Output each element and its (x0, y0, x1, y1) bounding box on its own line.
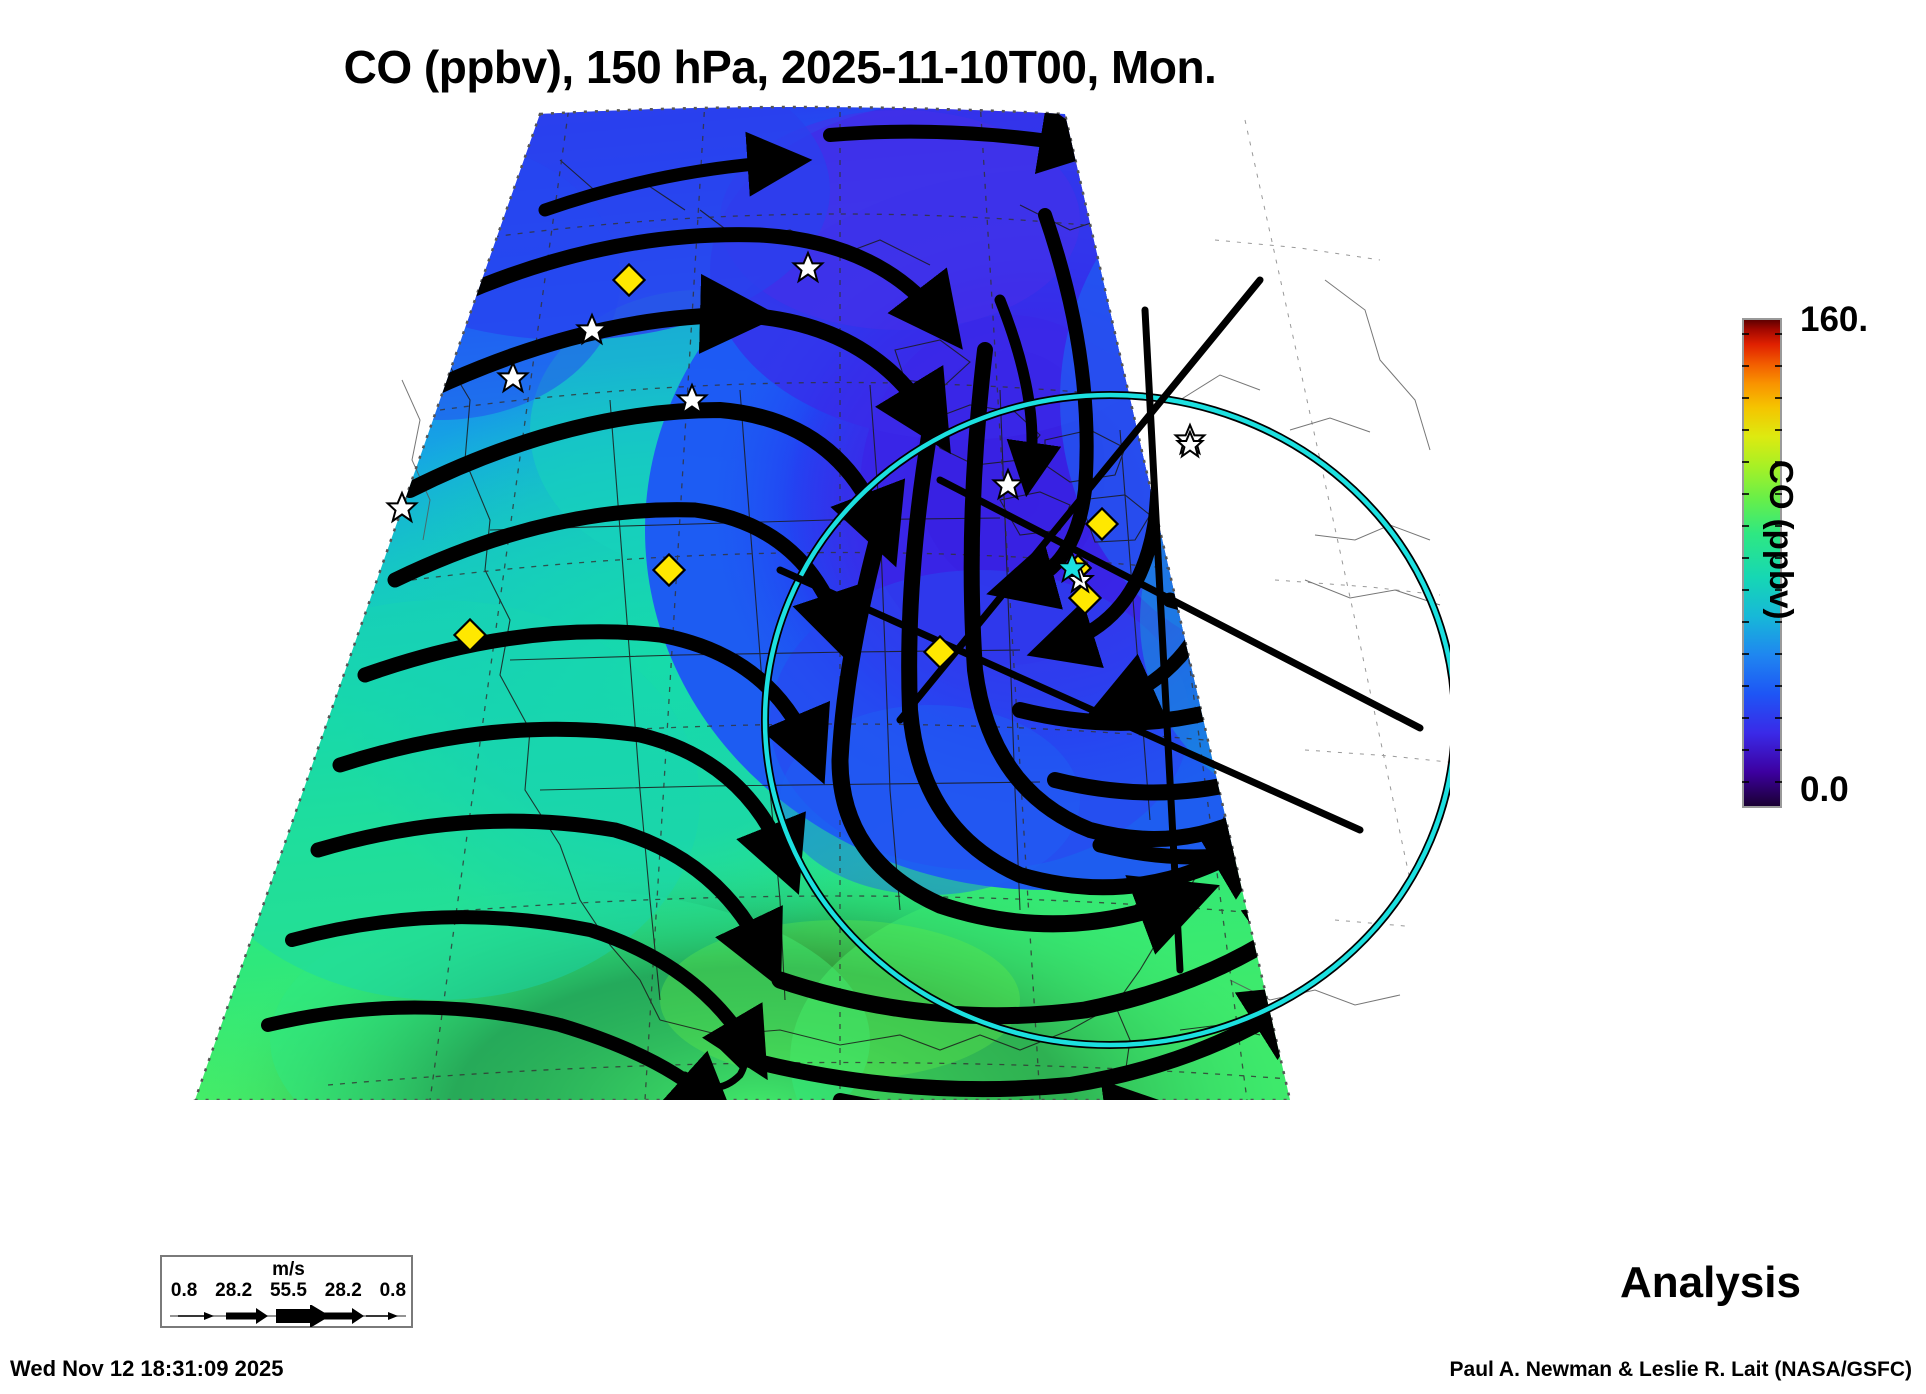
outer-coastlines (401, 279, 1441, 1006)
colorbar-axis-label: CO (ppbv) (1763, 460, 1800, 620)
star-marker[interactable] (1175, 429, 1205, 459)
author-credit: Paul A. Newman & Leslie R. Lait (NASA/GS… (1449, 1358, 1912, 1381)
generation-timestamp: Wed Nov 12 18:31:09 2025 (10, 1356, 284, 1381)
diamond-marker[interactable] (611, 262, 647, 298)
star-marker[interactable] (496, 360, 530, 394)
cyan-star-marker[interactable] (1055, 550, 1089, 584)
map-figure[interactable] (140, 100, 1450, 1100)
colorbar-min-label: 0.0 (1800, 770, 1849, 809)
wind-value: 0.8 (379, 1280, 407, 1301)
star-marker[interactable] (675, 382, 709, 416)
diamond-marker[interactable] (651, 552, 687, 588)
star-marker[interactable] (991, 467, 1025, 501)
outer-graticule (1214, 119, 1449, 927)
colorbar-gradient (1742, 318, 1782, 808)
station-markers[interactable] (385, 250, 1207, 670)
map-panel[interactable] (140, 100, 1450, 1100)
star-marker[interactable] (385, 490, 419, 524)
page-title: CO (ppbv), 150 hPa, 2025-11-10T00, Mon. (343, 41, 1217, 93)
colorbar[interactable] (1742, 318, 1782, 808)
star-marker-group (385, 250, 1207, 594)
wind-value: 28.2 (215, 1280, 253, 1301)
star-marker[interactable] (791, 250, 825, 284)
wind-value: 28.2 (324, 1280, 362, 1301)
diamond-marker[interactable] (1084, 506, 1120, 542)
wind-speed-legend: m/s 0.8 28.2 55.5 28.2 0.8 (160, 1255, 413, 1328)
diamond-marker[interactable] (922, 634, 958, 670)
diamond-marker-group (452, 262, 1120, 670)
colorbar-ticks (1742, 333, 1782, 783)
diamond-marker[interactable] (452, 617, 488, 653)
colorbar-max-label: 160. (1800, 300, 1869, 339)
wind-unit-label: m/s (272, 1259, 305, 1280)
range-circle-overlay (761, 391, 1450, 1049)
diamond-marker[interactable] (1067, 580, 1103, 616)
analysis-label: Analysis (1620, 1258, 1801, 1307)
flight-track-lines (776, 276, 1424, 974)
wind-arrow-scale (170, 1305, 406, 1327)
star-marker[interactable] (575, 312, 609, 346)
wind-value: 55.5 (269, 1280, 307, 1301)
wind-value: 0.8 (170, 1280, 198, 1301)
wind-value-labels: 0.8 28.2 55.5 28.2 0.8 (162, 1280, 415, 1302)
